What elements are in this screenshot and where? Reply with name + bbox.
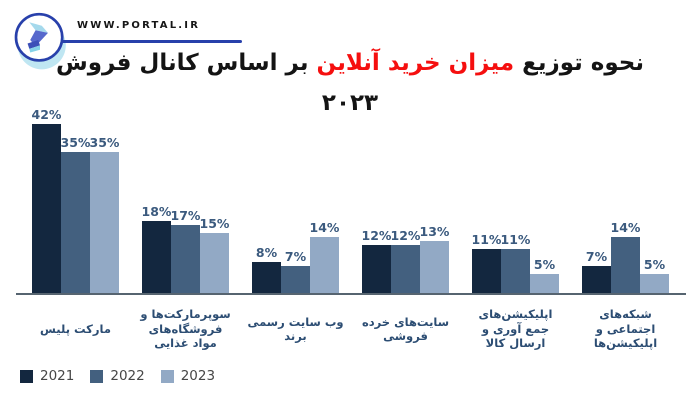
bar-2021-cat6: [582, 266, 611, 294]
logo-arrow-bottom-edge: [29, 45, 40, 53]
bar-value-label: 17%: [170, 208, 201, 223]
category-label-2: سوپرمارکت‌ها و فروشگاه‌های مواد غذایی: [140, 307, 231, 351]
bar-value-label: 15%: [199, 216, 230, 231]
bar-2023-cat6: [640, 274, 669, 294]
bar-2022-cat3: [281, 266, 310, 294]
legend-label-2023: 2023: [180, 368, 216, 384]
bar-value-label: 7%: [284, 249, 307, 264]
legend-swatch-2022: [90, 369, 104, 383]
legend-item-2023: 2023: [160, 368, 216, 384]
bar-2021-cat5: [472, 249, 501, 294]
bar-value-label: 18%: [141, 204, 172, 219]
bar-value-label: 14%: [610, 220, 641, 235]
category-label-1: مارکت پلیس: [40, 321, 111, 336]
bar-value-label: 14%: [309, 220, 340, 235]
bar-value-label: 11%: [471, 232, 502, 247]
bar-value-label: 13%: [419, 224, 450, 239]
logo-arrow-bottom-slab: [27, 40, 40, 49]
category-label-5: اپلیکیشن‌های جمع آوری و ارسال کالا: [478, 307, 553, 351]
bar-2023-cat5: [530, 274, 559, 294]
title-prefix: نحوه توزیع: [522, 50, 644, 76]
bar-2023-cat3: [310, 237, 339, 294]
legend-item-2021: 2021: [20, 368, 74, 384]
legend: 2021 2022 2023: [20, 368, 215, 384]
bar-value-label: 42%: [31, 107, 62, 122]
title-highlight: میزان خرید آنلاین: [316, 50, 515, 76]
bar-value-label: 8%: [255, 245, 278, 260]
chart-title-year: ۲۰۲۳: [321, 90, 379, 116]
bar-value-label: 12%: [390, 228, 421, 243]
bar-2021-cat3: [252, 262, 281, 294]
bar-value-label: 7%: [585, 249, 608, 264]
bar-2023-cat1: [90, 152, 119, 294]
portal-logo-icon: [14, 12, 66, 70]
bar-2021-cat1: [32, 124, 61, 294]
bar-2022-cat1: [61, 152, 90, 294]
category-label-3: وب سایت رسمی برند: [247, 314, 344, 344]
legend-label-2022: 2022: [110, 368, 145, 384]
bar-value-label: 35%: [89, 135, 120, 150]
logo-arrow-top-face: [29, 22, 48, 33]
bar-value-label: 11%: [500, 232, 531, 247]
legend-swatch-2021: [20, 369, 33, 383]
bar-value-label: 5%: [533, 257, 556, 272]
title-suffix: بر اساس کانال فروش: [56, 50, 309, 76]
bar-value-label: 5%: [643, 257, 666, 272]
bar-2022-cat5: [501, 249, 530, 294]
legend-item-2022: 2022: [90, 368, 145, 384]
bar-2022-cat4: [391, 245, 420, 294]
bar-2022-cat2: [171, 225, 200, 294]
bar-2023-cat2: [200, 233, 229, 294]
legend-swatch-2023: [160, 369, 174, 383]
bar-value-label: 35%: [60, 135, 91, 150]
bar-2021-cat2: [142, 221, 171, 294]
brand-underline: [61, 40, 242, 43]
category-label-6: شبکه‌های اجتماعی و اپلیکیشن‌ها: [593, 307, 658, 351]
bar-value-label: 12%: [361, 228, 392, 243]
bar-2021-cat4: [362, 245, 391, 294]
legend-label-2021: 2021: [40, 368, 75, 384]
x-axis-line: [16, 293, 686, 295]
category-label-4: سایت‌های خرده فروشی: [361, 314, 450, 344]
bar-2022-cat6: [611, 237, 640, 294]
brand-url: WWW.PORTAL.IR: [77, 20, 201, 31]
chart-title: نحوه توزیع میزان خرید آنلاین بر اساس کان…: [0, 50, 700, 76]
bar-2023-cat4: [420, 241, 449, 294]
